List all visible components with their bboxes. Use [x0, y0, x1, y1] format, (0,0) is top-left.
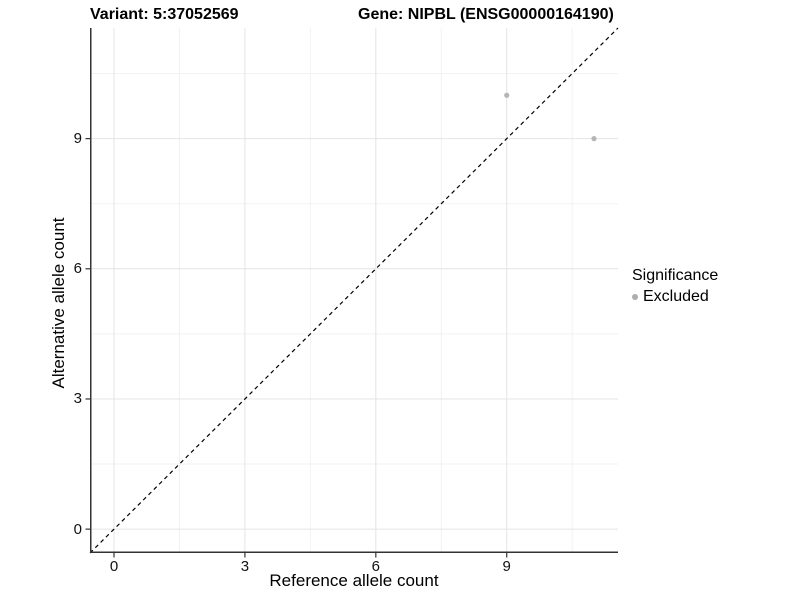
x-tick-label: 0	[109, 558, 119, 575]
legend-point-icon	[632, 294, 638, 300]
y-tick-label: 0	[73, 520, 82, 538]
data-point	[504, 92, 510, 98]
x-tick-label: 3	[240, 558, 250, 575]
y-tick-label: 9	[73, 130, 82, 148]
plot-title-variant: Variant: 5:37052569	[90, 6, 239, 23]
identity-line	[89, 27, 619, 554]
y-axis-title: Alternative allele count	[49, 217, 68, 389]
y-tick-label: 6	[73, 260, 82, 278]
x-tick-label: 6	[371, 558, 380, 575]
data-point	[591, 136, 597, 142]
legend-entry-label: Excluded	[643, 288, 709, 305]
y-tick-label: 3	[73, 390, 82, 408]
legend-entry-excluded: Excluded	[632, 288, 718, 306]
x-tick-label: 9	[502, 558, 511, 575]
plot-panel	[85, 27, 619, 558]
legend: Significance Excluded	[632, 267, 718, 306]
plot-title-gene: Gene: NIPBL (ENSG00000164190)	[358, 6, 614, 23]
legend-title: Significance	[632, 267, 719, 284]
x-axis-title: Reference allele count	[269, 571, 439, 590]
